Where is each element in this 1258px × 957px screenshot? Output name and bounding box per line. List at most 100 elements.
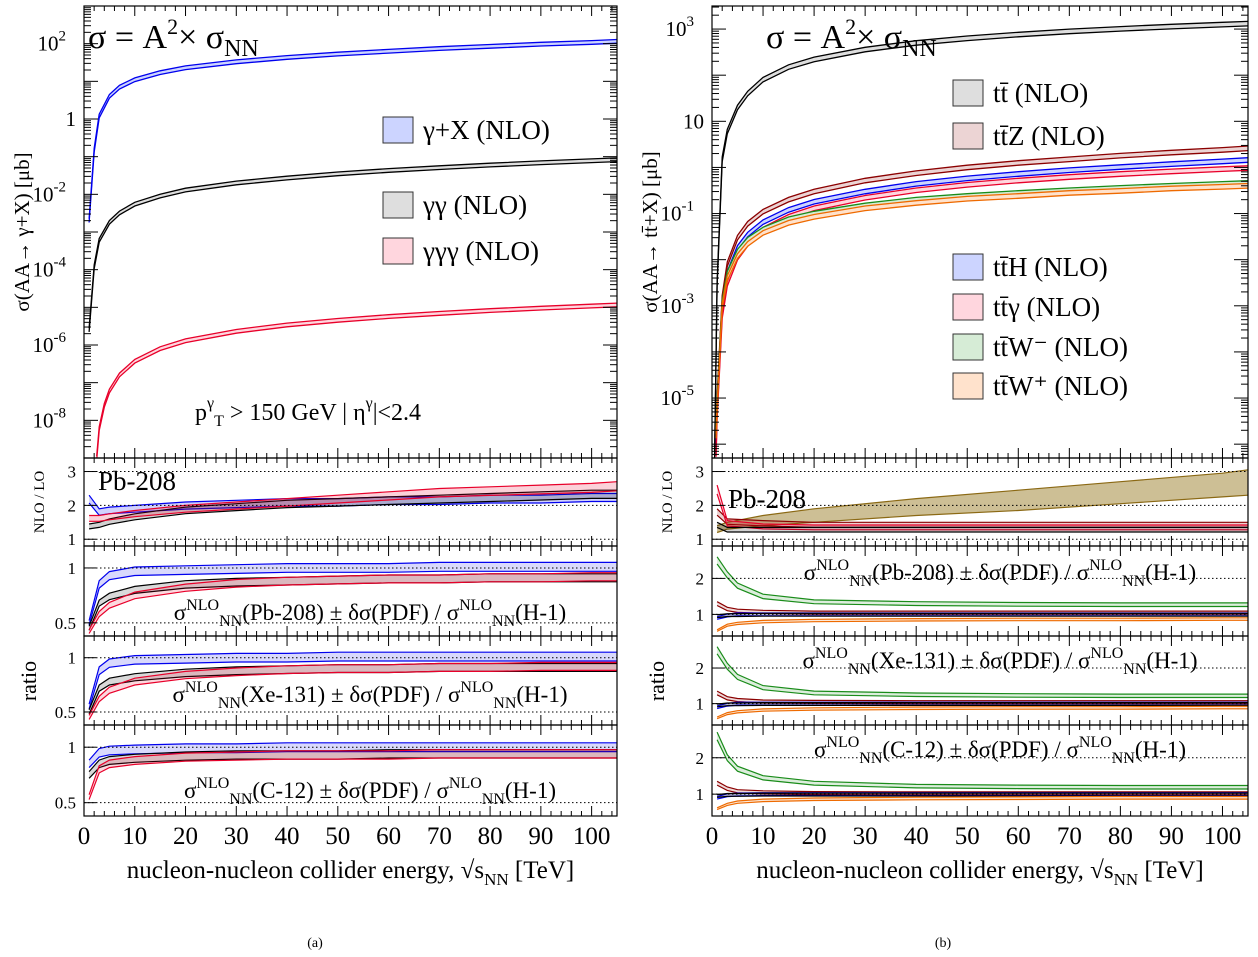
nlo-curve — [716, 508, 1248, 523]
y-axis-label: σ(AA→ γ+X) [μb] — [10, 152, 34, 311]
text-part: σ — [804, 560, 817, 585]
curve-upper — [96, 302, 617, 457]
text-part: T — [214, 413, 224, 430]
text-part: 2 — [167, 14, 178, 39]
text-part: nucleon-nucleon collider energy, — [127, 857, 461, 884]
x-tick-label: 20 — [802, 823, 827, 850]
legend-label: tt̄ (NLO) — [993, 78, 1088, 108]
text-part: 0.5 — [55, 614, 76, 633]
text-part: (Pb-208) ± δσ(PDF) / σ — [872, 560, 1090, 585]
text-part: NLO — [460, 679, 493, 696]
text-part: 3 — [68, 463, 77, 482]
text-part: 1 — [696, 785, 705, 804]
ratio-curve — [88, 751, 617, 769]
ratio-curve — [88, 580, 617, 634]
text-part: 2 — [696, 569, 705, 588]
text-part: p — [195, 400, 207, 426]
text-part: γ — [206, 395, 214, 412]
text-part: (Pb-208) ± δσ(PDF) / σ — [242, 600, 460, 625]
text-part: 50 — [955, 823, 980, 850]
text-part: -6 — [54, 330, 67, 346]
text-part: NN — [492, 613, 516, 630]
text-part: NLO — [826, 734, 859, 751]
text-part: 10 — [661, 294, 682, 318]
y-tick-label: 0.5 — [55, 614, 76, 633]
x-axis-label: nucleon-nucleon collider energy, √sNN [T… — [756, 857, 1204, 889]
legend-swatch — [382, 237, 414, 265]
nlo-lo-axis-label: NLO / LO — [660, 471, 676, 534]
y-tick-label: 3 — [696, 463, 705, 482]
formula: σ = A2× σNN — [766, 14, 937, 62]
x-tick-label: 10 — [751, 823, 776, 850]
text-part: NLO — [816, 557, 849, 574]
nlo-lo-label: Pb-208 — [728, 484, 806, 514]
ratio-curve — [716, 601, 1248, 612]
text-part: 50 — [325, 823, 350, 850]
ratio-axis-label: ratio — [16, 661, 41, 701]
text-part: 2 — [59, 29, 67, 45]
text-part: tt̄Z (NLO) — [993, 121, 1105, 151]
text-part: -5 — [682, 383, 695, 399]
text-part: 90 — [1159, 823, 1184, 850]
y-tick-label: 103 — [666, 14, 695, 41]
text-part: 10 — [122, 823, 147, 850]
text-part: 0 — [706, 823, 719, 850]
text-part: tt̄γ (NLO) — [993, 292, 1100, 322]
cross-section-curves — [713, 20, 1248, 458]
text-part: 80 — [1108, 823, 1133, 850]
x-tick-label: 50 — [325, 823, 350, 850]
y-tick-label: 10 — [683, 109, 704, 133]
text-part: 10 — [38, 32, 59, 56]
ratio-curve — [716, 563, 1248, 608]
ratio-label: σNLONN(C-12) ± δσ(PDF) / σNLONN(H-1) — [184, 775, 556, 808]
text-part: σ — [814, 737, 827, 762]
legend-label: tt̄W⁻ (NLO) — [993, 332, 1128, 362]
nlo-band — [89, 490, 617, 529]
ratio-curve — [88, 572, 617, 631]
text-part: NN — [493, 695, 517, 712]
ratio-band — [717, 613, 1248, 620]
ratio-curve — [88, 749, 617, 795]
text-part: 2 — [68, 496, 77, 515]
nlo-band — [717, 469, 1248, 533]
y-tick-label: 2 — [68, 496, 77, 515]
y-tick-label: 2 — [696, 496, 705, 515]
ratio-curve — [716, 556, 1248, 604]
text-part: γ+X (NLO) — [422, 115, 550, 145]
curve-lower — [713, 25, 1248, 458]
text-part: 10 — [751, 823, 776, 850]
text-part: ratio — [16, 661, 41, 701]
y-tick-label: 1 — [696, 605, 705, 624]
text-part: NLO — [1090, 645, 1123, 662]
ratio-curves-Pb-208 — [88, 561, 617, 634]
x-tick-label: 90 — [528, 823, 553, 850]
text-part: NLO / LO — [660, 471, 676, 534]
curve-lower — [88, 42, 617, 223]
text-part: 1 — [696, 605, 705, 624]
ratio-curve — [717, 704, 1248, 708]
x-tick-label: 20 — [173, 823, 198, 850]
legend-swatch — [382, 191, 414, 219]
legend-swatch — [952, 372, 984, 400]
text-part: (Xe-131) ± δσ(PDF) / σ — [241, 682, 461, 707]
text-part: tt̄ (NLO) — [993, 78, 1088, 108]
text-part: NLO — [186, 597, 219, 614]
x-tick-label: 30 — [224, 823, 249, 850]
legend-swatch — [952, 333, 984, 361]
ratio-curve — [716, 619, 1248, 632]
text-part: (Xe-131) ± δσ(PDF) / σ — [871, 648, 1091, 673]
x-tick-label: 90 — [1159, 823, 1184, 850]
text-part: 1 — [66, 107, 77, 131]
text-part: -3 — [682, 291, 695, 307]
text-part: 40 — [275, 823, 300, 850]
text-part: s — [1104, 857, 1114, 884]
y-tick-label: 10-6 — [33, 330, 67, 357]
ratio-curves-Pb-208 — [716, 556, 1248, 632]
text-part: (H-1) — [1135, 737, 1186, 762]
text-part: (C-12) ± δσ(PDF) / σ — [252, 778, 449, 803]
text-part: 30 — [853, 823, 878, 850]
text-part: 0 — [78, 823, 91, 850]
text-part: = A — [784, 19, 845, 56]
text-part: σ — [184, 778, 197, 803]
